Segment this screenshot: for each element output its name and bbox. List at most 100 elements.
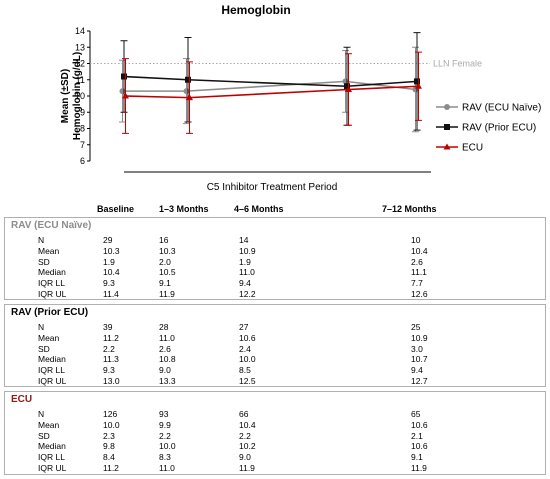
y-tick-label: 8	[80, 124, 85, 134]
table-stat-label: Median	[38, 441, 66, 452]
plot-area	[119, 32, 422, 134]
y-tick-label: 7	[80, 140, 85, 150]
table-cell: 10.0	[159, 441, 176, 452]
column-header-7-12-months: 7–12 Months	[382, 204, 437, 214]
table-cell: 2.6	[411, 256, 423, 267]
x-axis-title: C5 Inhibitor Treatment Period	[207, 182, 338, 193]
table-cell: 10.8	[159, 354, 176, 365]
table-cell: 12.7	[411, 376, 428, 386]
table-cell: 28	[159, 322, 169, 332]
table-row: IQR LL 9.3 9.1 9.4 7.7	[5, 278, 545, 290]
table-group-title: RAV (Prior ECU)	[11, 307, 89, 318]
table-cell: 10.6	[411, 419, 428, 430]
series-1	[120, 32, 421, 131]
legend-label: RAV (ECU Naïve)	[462, 103, 541, 114]
series-line	[122, 80, 416, 92]
table-cell: 11.1	[411, 267, 427, 278]
table-cell: 2.0	[159, 256, 171, 267]
table-cell: 8.3	[159, 452, 171, 463]
table-group-title: RAV (ECU Naïve)	[11, 220, 92, 231]
y-tick-label: 10	[75, 91, 85, 101]
table-stat-label: IQR UL	[38, 289, 67, 299]
table-group: ECU N 126 93 66 65 Mean 10.0 9.9 10.4 10.6 SD 2.3 2.2…	[4, 391, 546, 475]
table-cell: 25	[411, 322, 421, 332]
data-point	[414, 78, 420, 85]
column-header-1-3-months: 1–3 Months	[159, 204, 209, 214]
series-0	[119, 46, 419, 133]
table-cell: 2.2	[159, 430, 171, 441]
table-cell: 10.4	[239, 419, 256, 430]
table-cell: 9.1	[159, 278, 171, 289]
table-stat-label: Median	[38, 267, 66, 278]
table-row: SD 2.3 2.2 2.2 2.1	[5, 431, 545, 443]
table-cell: 2.4	[239, 343, 251, 354]
table-cell: 10.2	[239, 441, 256, 452]
table-row: Mean 10.3 10.3 10.9 10.4	[5, 246, 545, 258]
table-row: Mean 11.2 11.0 10.6 10.9	[5, 333, 545, 345]
table-cell: 10.0	[103, 419, 120, 430]
y-tick-label: 9	[80, 107, 85, 117]
table-row: Mean 10.0 9.9 10.4 10.6	[5, 420, 545, 432]
table-cell: 9.3	[103, 365, 115, 376]
table-stat-label: IQR LL	[38, 452, 65, 463]
table-cell: 12.6	[411, 289, 428, 299]
table-stat-label: Mean	[38, 245, 60, 256]
table-cell: 13.0	[103, 376, 120, 386]
table-cell: 11.2	[103, 463, 119, 473]
table-row: N 39 28 27 25	[5, 322, 545, 334]
data-point	[119, 88, 126, 95]
table-cell: 10.9	[411, 332, 428, 343]
table-row: IQR LL 9.3 9.0 8.5 9.4	[5, 365, 545, 377]
table-cell: 11.0	[159, 463, 175, 473]
table-cell: 9.8	[103, 441, 115, 452]
table-cell: 11.0	[159, 332, 175, 343]
table-row: IQR LL 8.4 8.3 9.0 9.1	[5, 452, 545, 464]
table-cell: 9.3	[103, 278, 115, 289]
lln-label: LLN Female	[433, 59, 482, 69]
table-cell: 10.7	[411, 354, 428, 365]
table-stat-label: IQR LL	[38, 278, 65, 289]
table-group: RAV (ECU Naïve) N 29 16 14 10 Mean 10.3 10.3 10.9…	[4, 217, 546, 300]
table-cell: 2.2	[239, 430, 251, 441]
table-cell: 11.9	[239, 463, 255, 473]
table-cell: 126	[103, 409, 118, 419]
table-row: SD 1.9 2.0 1.9 2.6	[5, 257, 545, 269]
table-cell: 11.4	[103, 289, 119, 299]
table-cell: 7.7	[411, 278, 423, 289]
table-cell: 9.1	[411, 452, 423, 463]
table-cell: 11.0	[239, 267, 255, 278]
table-cell: 12.2	[239, 289, 256, 299]
data-point	[183, 88, 190, 95]
table-cell: 10	[411, 235, 421, 245]
data-point	[121, 73, 127, 80]
table-stat-label: IQR UL	[38, 463, 67, 473]
data-point	[186, 94, 193, 101]
legend-marker-triangle	[443, 143, 451, 150]
column-header-baseline: Baseline	[97, 204, 135, 214]
series-2	[122, 51, 422, 134]
data-point	[415, 82, 422, 89]
table-cell: 10.3	[159, 245, 176, 256]
table-stat-label: IQR LL	[38, 365, 65, 376]
table-row: SD 2.2 2.6 2.4 3.0	[5, 344, 545, 356]
hemoglobin-chart: Hemoglobin Mean (±SD) Hemoglobin (g/dL) …	[60, 3, 541, 193]
table-group: RAV (Prior ECU) N 39 28 27 25 Mean 11.2 11.0 10.6…	[4, 304, 546, 387]
y-axis: 6 7 8 9 10 11 12 13 14	[75, 26, 91, 166]
table-cell: 10.9	[239, 245, 256, 256]
column-header-4-6-months: 4–6 Months	[234, 204, 284, 214]
table-cell: 1.9	[239, 256, 251, 267]
table-cell: 11.9	[159, 289, 175, 299]
table-row: Median 11.3 10.8 10.0 10.7	[5, 354, 545, 366]
table-stat-label: SD	[38, 256, 50, 267]
table-stat-label: N	[38, 235, 45, 245]
table-row: IQR UL 11.4 11.9 12.2 12.6	[5, 289, 545, 301]
lln-reference-line: LLN Female	[90, 59, 482, 69]
data-point	[185, 76, 191, 83]
table-cell: 27	[239, 322, 249, 332]
table-cell: 11.3	[103, 354, 119, 365]
y-axis-title-line-1: Mean (±SD)	[60, 69, 71, 123]
table-cell: 10.5	[159, 267, 176, 278]
table-row: N 126 93 66 65	[5, 409, 545, 421]
legend-marker-square	[444, 124, 450, 130]
legend-label: ECU	[462, 143, 483, 154]
